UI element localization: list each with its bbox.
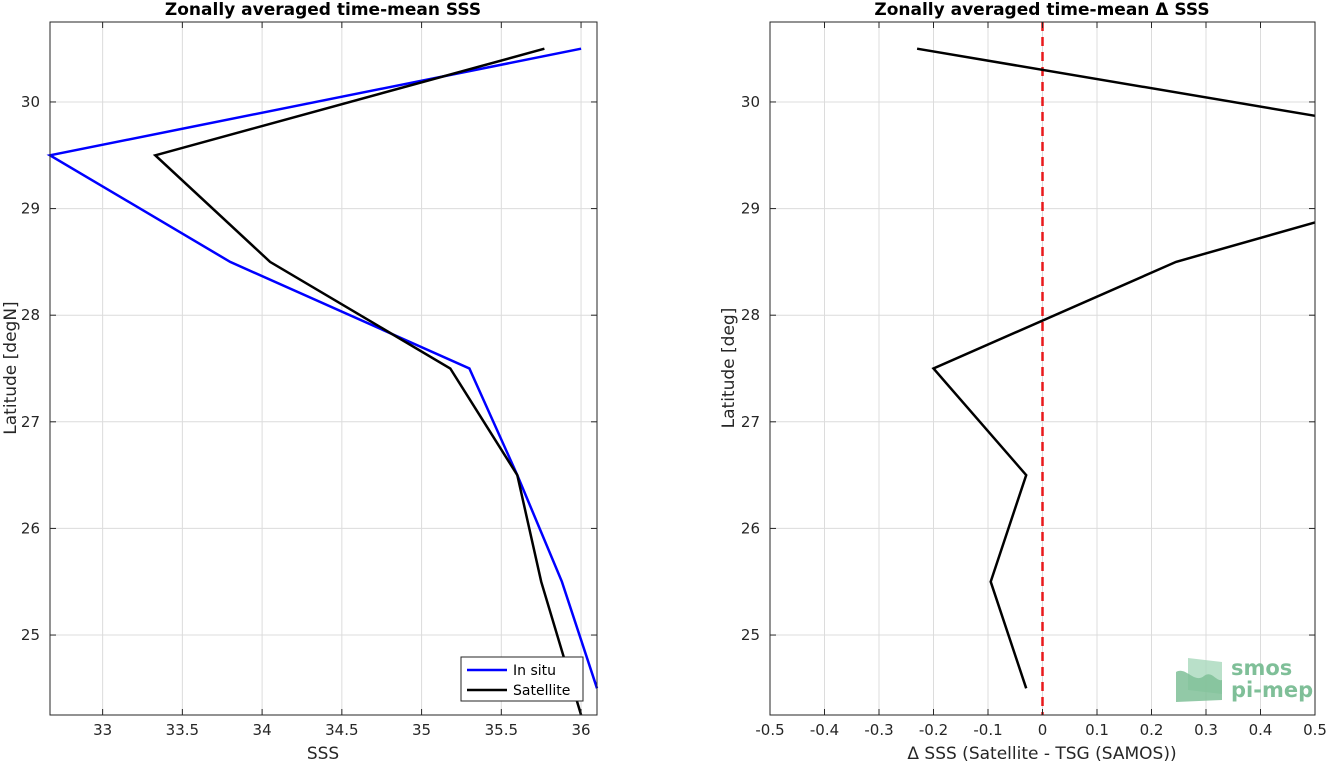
series-line-delta-0 bbox=[931, 221, 1316, 689]
right-tick-marks bbox=[769, 22, 1316, 715]
left-panel: 33 33.5 34 34.5 35 35.5 36 25 26 27 28 29 30 Zonall… bbox=[1, 0, 599, 764]
x-tick-label: 35.5 bbox=[485, 721, 518, 739]
right-y-tick-labels: 25 26 27 28 29 30 bbox=[741, 93, 760, 644]
left-axes-frame bbox=[49, 21, 598, 716]
x-tick-label: -0.5 bbox=[755, 721, 784, 739]
right-panel: -0.5 -0.4 -0.3 -0.2 -0.1 0 0.1 0.2 0.3 0.4 0.5 252… bbox=[719, 0, 1327, 764]
left-gridlines bbox=[50, 22, 597, 715]
left-y-axis-label: Latitude [degN] bbox=[1, 301, 21, 434]
legend-label-satellite: Satellite bbox=[513, 683, 570, 699]
y-tick-label: 25 bbox=[21, 626, 40, 644]
left-x-axis-label: SSS bbox=[307, 744, 339, 764]
left-y-tick-labels: 25 26 27 28 29 30 bbox=[21, 93, 40, 644]
y-tick-label: 30 bbox=[741, 93, 760, 111]
right-chart-title: Zonally averaged time-mean Δ SSS bbox=[874, 0, 1209, 20]
x-tick-label: 0.5 bbox=[1303, 721, 1327, 739]
legend: In situ Satellite bbox=[460, 656, 584, 702]
left-x-tick-labels: 33 33.5 34 34.5 35 35.5 36 bbox=[93, 721, 591, 739]
left-tick-marks bbox=[50, 22, 597, 715]
right-x-tick-labels: -0.5 -0.4 -0.3 -0.2 -0.1 0 0.1 0.2 0.3 0.4 0.5 bbox=[755, 721, 1327, 739]
series-line-in-situ bbox=[46, 47, 599, 689]
right-series-lines bbox=[916, 47, 1316, 689]
logo-text-smos: smos bbox=[1231, 656, 1292, 680]
x-tick-label: -0.4 bbox=[810, 721, 839, 739]
x-tick-label: 0.4 bbox=[1249, 721, 1273, 739]
y-tick-label: 28 bbox=[741, 306, 760, 324]
x-tick-label: 33 bbox=[93, 721, 112, 739]
x-tick-label: 34 bbox=[253, 721, 272, 739]
left-series-lines bbox=[46, 47, 599, 716]
y-tick-label: 27 bbox=[21, 413, 40, 431]
left-chart-title: Zonally averaged time-mean SSS bbox=[165, 0, 481, 20]
y-tick-label: 29 bbox=[21, 200, 40, 218]
x-tick-label: 0.1 bbox=[1085, 721, 1109, 739]
x-tick-label: 33.5 bbox=[166, 721, 199, 739]
y-tick-label: 29 bbox=[741, 200, 760, 218]
x-tick-label: 36 bbox=[572, 721, 591, 739]
smos-pi-mep-logo: smos pi-mep bbox=[1176, 656, 1313, 702]
y-tick-label: 27 bbox=[741, 413, 760, 431]
y-tick-label: 30 bbox=[21, 93, 40, 111]
right-y-axis-label: Latitude [deg] bbox=[719, 308, 739, 429]
x-tick-label: 0.3 bbox=[1194, 721, 1218, 739]
y-tick-label: 26 bbox=[741, 519, 760, 537]
y-tick-label: 25 bbox=[741, 626, 760, 644]
x-tick-label: 35 bbox=[412, 721, 431, 739]
x-tick-label: 0 bbox=[1038, 721, 1048, 739]
x-tick-label: -0.3 bbox=[864, 721, 893, 739]
x-tick-label: -0.1 bbox=[973, 721, 1002, 739]
x-tick-label: 34.5 bbox=[325, 721, 358, 739]
y-tick-label: 26 bbox=[21, 519, 40, 537]
x-tick-label: -0.2 bbox=[919, 721, 948, 739]
logo-text-pi-mep: pi-mep bbox=[1231, 678, 1313, 702]
series-line-satellite bbox=[152, 47, 583, 716]
series-line-delta-1 bbox=[916, 47, 1316, 118]
y-tick-label: 28 bbox=[21, 306, 40, 324]
right-x-axis-label: Δ SSS (Satellite - TSG (SAMOS)) bbox=[907, 744, 1176, 764]
logo-wave-shape-front bbox=[1176, 670, 1222, 702]
x-tick-label: 0.2 bbox=[1140, 721, 1164, 739]
legend-label-in-situ: In situ bbox=[513, 663, 556, 679]
legend-box bbox=[460, 656, 584, 702]
